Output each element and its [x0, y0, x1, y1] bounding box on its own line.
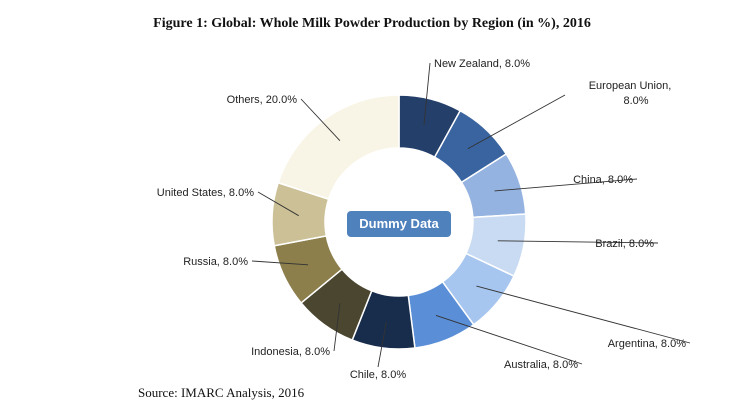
- label-argentina: Argentina, 8.0%: [608, 338, 686, 350]
- slice-labels: New Zealand, 8.0% European Union, 8.0% Chin…: [157, 58, 686, 381]
- slice-others: [277, 94, 400, 201]
- label-chile: Chile, 8.0%: [350, 369, 406, 381]
- dummy-data-badge: Dummy Data: [347, 211, 451, 237]
- label-new-zealand: New Zealand, 8.0%: [434, 58, 530, 70]
- leader-china: [494, 178, 638, 192]
- leader-chile: [377, 321, 387, 368]
- leader-united-states: [257, 191, 299, 217]
- leader-australia: [435, 315, 583, 365]
- leader-russia: [251, 260, 309, 266]
- label-china: China, 8.0%: [573, 174, 633, 186]
- chart-source: Source: IMARC Analysis, 2016: [138, 385, 305, 400]
- leader-others: [300, 98, 341, 142]
- leader-european-union: [467, 94, 566, 150]
- leader-argentina: [476, 285, 691, 344]
- label-russia: Russia, 8.0%: [183, 256, 248, 268]
- label-indonesia: Indonesia, 8.0%: [251, 346, 330, 358]
- label-united-states: United States, 8.0%: [157, 187, 254, 199]
- leader-indonesia: [333, 303, 341, 352]
- leader-brazil: [497, 240, 659, 244]
- label-brazil: Brazil, 8.0%: [595, 238, 654, 250]
- chart-title: Figure 1: Global: Whole Milk Powder Prod…: [153, 16, 591, 31]
- label-others: Others, 20.0%: [227, 94, 298, 106]
- label-european-union: European Union, 8.0%: [589, 80, 672, 107]
- label-australia: Australia, 8.0%: [504, 359, 578, 371]
- leader-new-zealand: [423, 62, 431, 125]
- leader-lines: [251, 62, 691, 368]
